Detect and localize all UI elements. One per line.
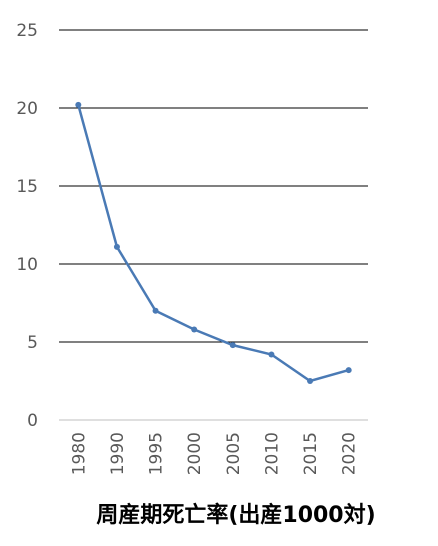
y-tick-label: 0	[27, 411, 38, 431]
point	[75, 101, 82, 108]
x-tick-label: 1990	[108, 432, 128, 475]
x-tick-label: 2020	[340, 432, 360, 475]
y-tick-label: 15	[16, 177, 38, 197]
x-tick-label: 1980	[69, 432, 89, 475]
x-tick-label: 2000	[185, 432, 205, 475]
x-tick-label: 1995	[147, 432, 167, 475]
y-tick-label: 25	[16, 21, 38, 41]
x-tick-label: 2015	[301, 432, 321, 475]
y-tick-label: 20	[16, 99, 38, 119]
point	[152, 307, 159, 314]
point	[307, 378, 314, 384]
point	[345, 367, 352, 374]
point	[191, 326, 198, 333]
y-tick-label: 10	[16, 255, 38, 275]
x-tick-label: 2010	[262, 432, 282, 475]
line	[77, 104, 350, 383]
point	[113, 243, 120, 250]
x-tick-label: 2005	[224, 432, 244, 475]
point	[268, 351, 275, 358]
y-tick-label: 5	[27, 333, 38, 353]
point	[229, 342, 236, 349]
chart-title: 周産期死亡率(出産1000対)	[96, 502, 375, 528]
